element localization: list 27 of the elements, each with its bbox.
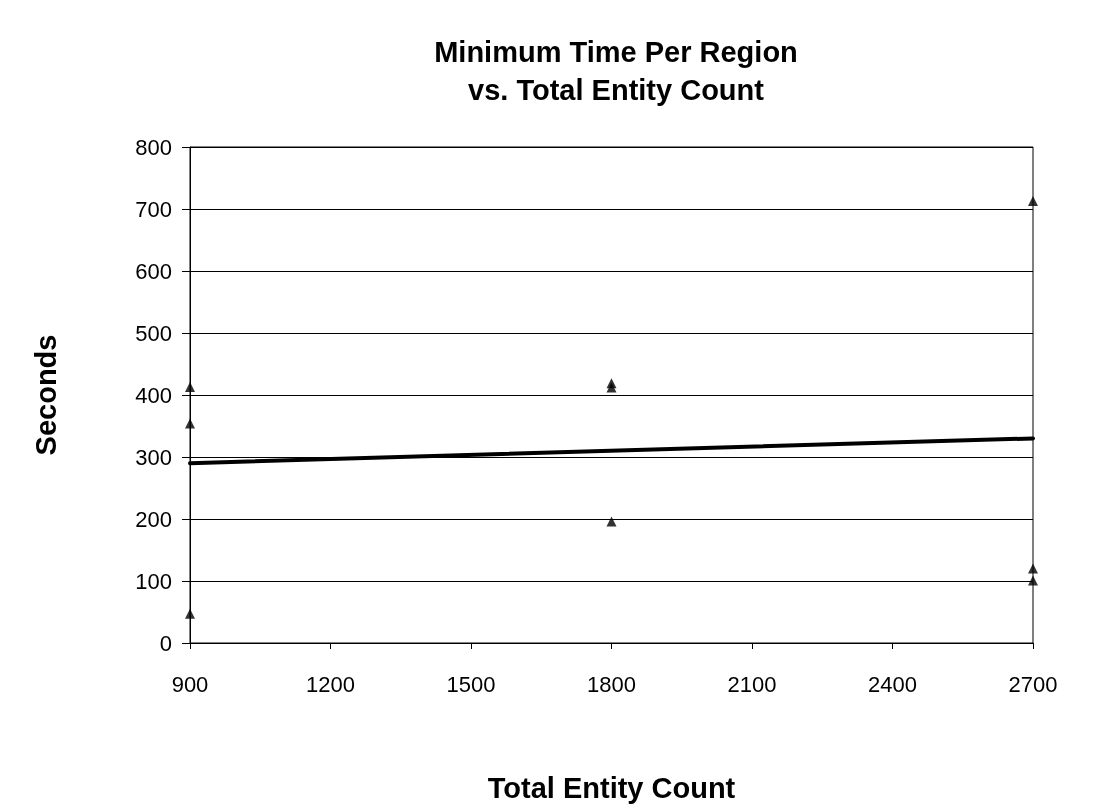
y-tick-label: 700	[135, 196, 172, 222]
chart-title: Minimum Time Per Region vs. Total Entity Count	[434, 36, 798, 106]
x-tick-label: 1800	[587, 671, 636, 697]
point	[185, 418, 195, 429]
y-tick-label: 400	[135, 382, 172, 408]
point	[185, 381, 195, 392]
y-tick-label: 200	[135, 506, 172, 532]
y-axis-title: Seconds	[29, 334, 62, 456]
x-tick-label: 2700	[1008, 671, 1058, 697]
point	[606, 516, 617, 527]
y-tick-label: 0	[159, 630, 172, 656]
point	[606, 382, 617, 393]
point	[185, 608, 195, 619]
point	[1028, 563, 1038, 574]
x-tick-label: 2400	[868, 671, 917, 697]
x-tick-label: 1500	[446, 671, 496, 697]
point	[1028, 575, 1038, 586]
y-tick-label: 600	[135, 258, 172, 284]
y-tick-label: 500	[135, 320, 172, 346]
x-tick-label: 900	[171, 671, 209, 697]
y-tick-label: 300	[135, 444, 172, 470]
point	[1028, 195, 1038, 206]
y-tick-label: 800	[135, 134, 172, 160]
x-axis-title: Total Entity Count	[487, 771, 736, 804]
y-tick-label: 100	[135, 568, 172, 594]
x-tick-label: 2100	[727, 671, 777, 697]
x-tick-label: 1200	[306, 671, 355, 697]
